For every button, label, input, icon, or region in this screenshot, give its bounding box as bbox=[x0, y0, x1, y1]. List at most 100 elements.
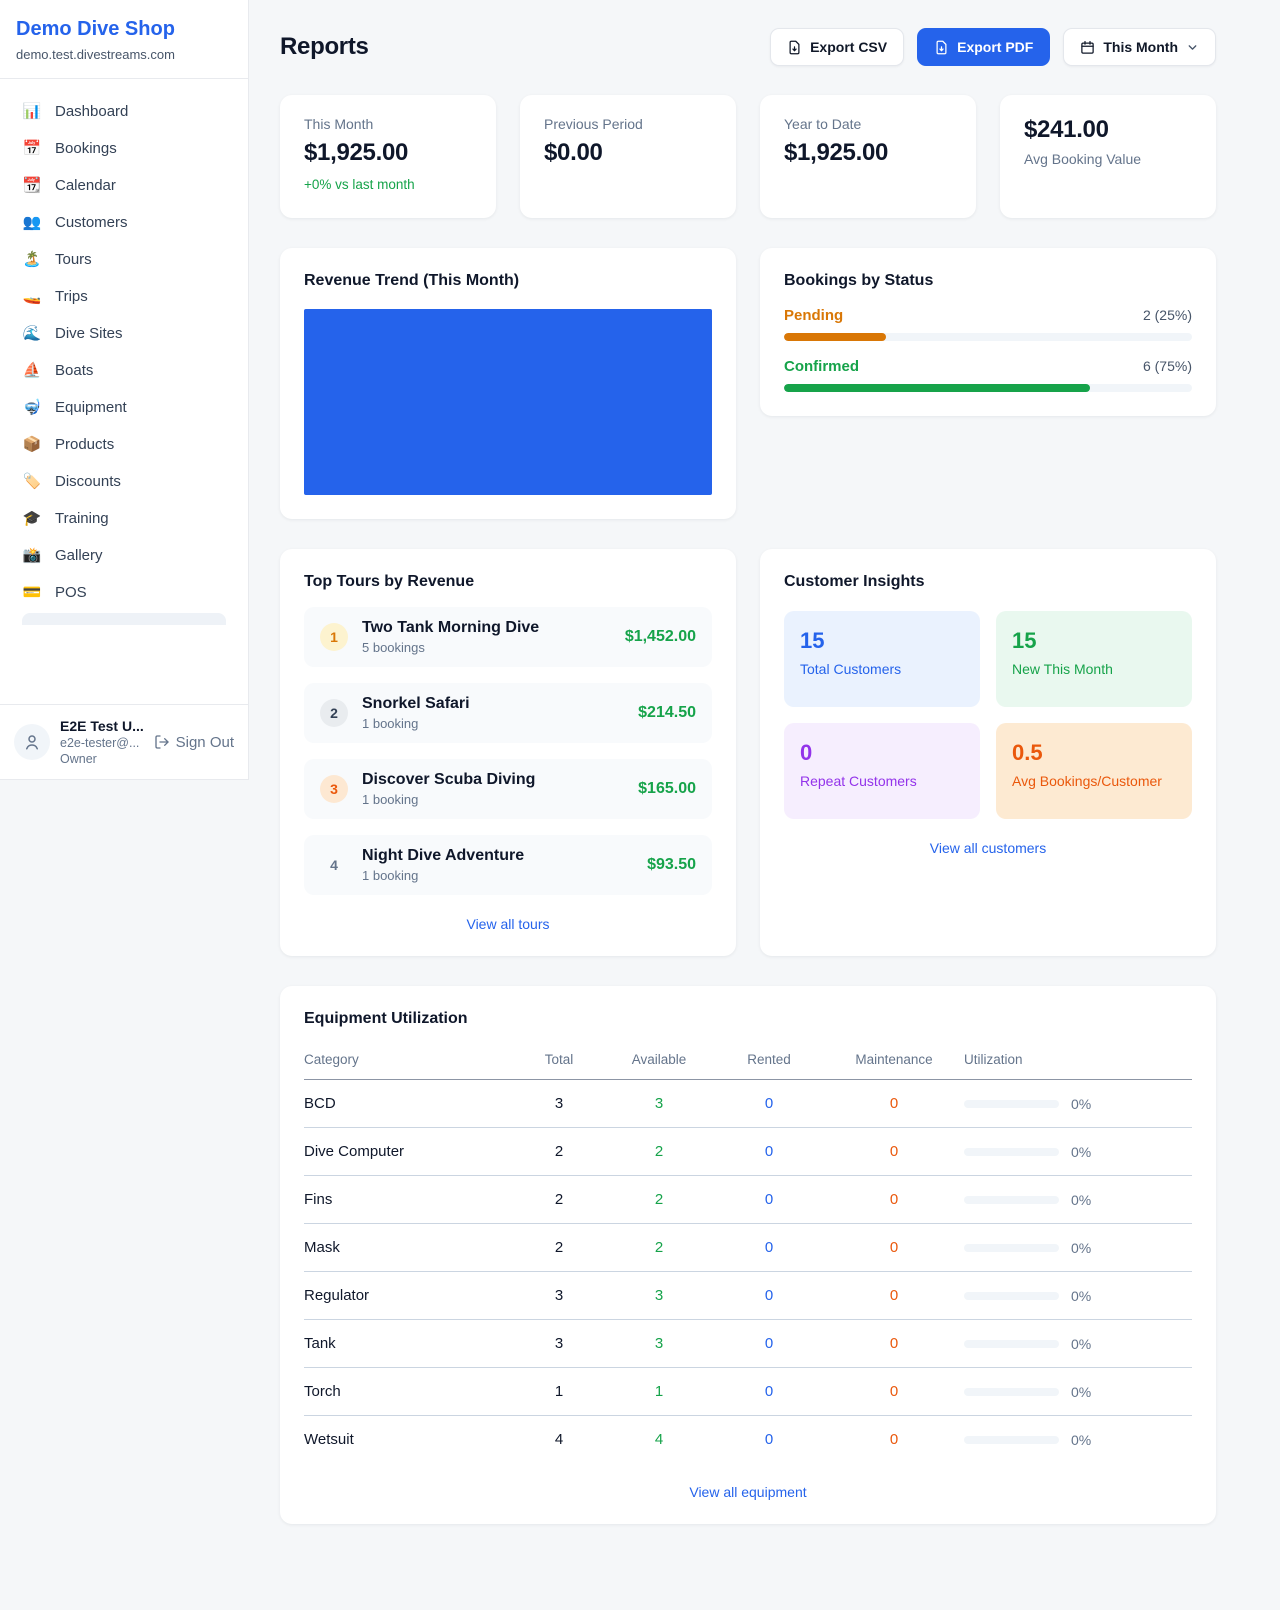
user-role: Owner bbox=[60, 752, 97, 766]
equipment-row: Wetsuit 4 4 0 0 0% bbox=[304, 1416, 1192, 1464]
tour-list-item: 3 Discover Scuba Diving 1 booking $165.00 bbox=[304, 759, 712, 819]
view-all-tours-link[interactable]: View all tours bbox=[466, 916, 550, 932]
stat-label: This Month bbox=[304, 116, 374, 132]
status-label: Pending bbox=[784, 307, 844, 324]
stat-card-this-month: This Month $1,925.00 +0% vs last month bbox=[280, 95, 496, 218]
category-cell: Torch bbox=[304, 1367, 514, 1416]
column-header-available: Available bbox=[604, 1042, 714, 1080]
sidebar-item-tours[interactable]: 🏝️ Tours bbox=[12, 241, 236, 278]
utilization-bar bbox=[964, 1387, 1059, 1396]
sidebar-header: Demo Dive Shop demo.test.divestreams.com bbox=[0, 0, 248, 79]
total-cell: 2 bbox=[514, 1223, 604, 1272]
dashboard-icon: 📊 bbox=[22, 103, 42, 120]
sidebar-item-trips[interactable]: 🚤 Trips bbox=[12, 278, 236, 315]
wave-icon: 🌊 bbox=[22, 325, 42, 342]
sign-out-button[interactable]: Sign Out bbox=[154, 734, 234, 751]
total-cell: 4 bbox=[554, 1431, 564, 1448]
view-all-equipment-link[interactable]: View all equipment bbox=[689, 1484, 807, 1500]
row-tours-insights: Top Tours by Revenue 1 Two Tank Morning … bbox=[280, 549, 1216, 956]
stat-value: $1,925.00 bbox=[304, 139, 409, 166]
utilization-percent: 0% bbox=[1071, 1383, 1092, 1400]
tour-list-item: 2 Snorkel Safari 1 booking $214.50 bbox=[304, 683, 712, 743]
period-select[interactable]: This Month bbox=[1063, 28, 1216, 66]
maintenance-cell: 0 bbox=[824, 1367, 964, 1416]
sidebar-user-panel: E2E Test U... e2e-tester@... Owner Sign … bbox=[0, 704, 248, 779]
stat-label: Avg Booking Value bbox=[1024, 151, 1142, 167]
sidebar-item-products[interactable]: 📦 Products bbox=[12, 426, 236, 463]
stat-value: $241.00 bbox=[1024, 116, 1109, 143]
tour-bookings: 1 booking bbox=[362, 716, 419, 731]
status-bar-track bbox=[784, 384, 1192, 392]
total-cell: 2 bbox=[514, 1127, 604, 1176]
rented-cell: 0 bbox=[714, 1223, 824, 1272]
status-row-pending: Pending 2 (25%) bbox=[784, 307, 1192, 341]
insight-value: 0.5 bbox=[1012, 740, 1043, 765]
stat-card-year-to-date: Year to Date $1,925.00 bbox=[760, 95, 976, 218]
sidebar: Demo Dive Shop demo.test.divestreams.com… bbox=[0, 0, 249, 780]
sidebar-item-pos[interactable]: 💳 POS bbox=[12, 574, 236, 611]
insight-value: 0 bbox=[800, 740, 813, 765]
sign-out-label: Sign Out bbox=[175, 733, 234, 751]
header-actions: Export CSV Export PDF This Month bbox=[770, 28, 1216, 66]
sidebar-item-label: Tours bbox=[55, 251, 92, 268]
sidebar-item-calendar[interactable]: 📆 Calendar bbox=[12, 167, 236, 204]
sidebar-item-dive-sites[interactable]: 🌊 Dive Sites bbox=[12, 315, 236, 352]
export-pdf-button[interactable]: Export PDF bbox=[917, 28, 1051, 66]
sidebar-item-partial-highlight bbox=[22, 613, 226, 625]
category-cell: Mask bbox=[304, 1223, 514, 1272]
utilization-bar bbox=[964, 1243, 1059, 1252]
customers-icon: 👥 bbox=[22, 214, 42, 231]
sidebar-item-label: Bookings bbox=[55, 140, 117, 157]
rented-cell: 0 bbox=[714, 1367, 824, 1416]
sidebar-item-equipment[interactable]: 🤿 Equipment bbox=[12, 389, 236, 426]
sidebar-item-training[interactable]: 🎓 Training bbox=[12, 500, 236, 537]
stat-label: Year to Date bbox=[784, 116, 862, 132]
total-cell: 3 bbox=[514, 1271, 604, 1320]
stat-value: $0.00 bbox=[544, 139, 603, 166]
export-csv-button[interactable]: Export CSV bbox=[770, 28, 905, 66]
equipment-row: BCD 3 3 0 0 0% bbox=[304, 1079, 1192, 1128]
equipment-row: Tank 3 3 0 0 0% bbox=[304, 1319, 1192, 1368]
shop-domain: demo.test.divestreams.com bbox=[16, 47, 175, 62]
available-cell: 1 bbox=[604, 1367, 714, 1416]
chevron-down-icon bbox=[1188, 44, 1197, 50]
sailboat-icon: ⛵ bbox=[22, 362, 42, 379]
user-icon bbox=[26, 735, 38, 750]
rank-badge: 4 bbox=[330, 857, 338, 873]
calendar-icon bbox=[1081, 40, 1095, 54]
status-bar-track bbox=[784, 333, 1192, 341]
equipment-utilization-card: Equipment Utilization Category Total Ava… bbox=[280, 986, 1216, 1524]
rank-badge: 1 bbox=[320, 623, 348, 651]
file-download-icon bbox=[936, 40, 947, 54]
status-count: 2 (25%) bbox=[1142, 307, 1192, 323]
sidebar-item-label: Gallery bbox=[55, 547, 103, 564]
view-all-customers-link[interactable]: View all customers bbox=[929, 840, 1047, 856]
sidebar-item-gallery[interactable]: 📸 Gallery bbox=[12, 537, 236, 574]
equipment-row: Dive Computer 2 2 0 0 0% bbox=[304, 1127, 1192, 1176]
page-title: Reports bbox=[280, 33, 369, 60]
insight-label: New This Month bbox=[1012, 661, 1113, 677]
tour-bookings: 5 bookings bbox=[362, 640, 425, 655]
stat-card-previous-period: Previous Period $0.00 bbox=[520, 95, 736, 218]
rank-badge: 2 bbox=[320, 699, 348, 727]
maintenance-cell: 0 bbox=[824, 1271, 964, 1320]
column-header-utilization: Utilization bbox=[964, 1042, 1192, 1080]
available-cell: 3 bbox=[604, 1271, 714, 1320]
insight-total-customers: 15 Total Customers bbox=[784, 611, 980, 707]
sidebar-item-dashboard[interactable]: 📊 Dashboard bbox=[12, 93, 236, 130]
revenue-trend-bar bbox=[304, 309, 712, 495]
sidebar-item-customers[interactable]: 👥 Customers bbox=[12, 204, 236, 241]
insight-value: 15 bbox=[800, 628, 825, 653]
sidebar-item-label: Calendar bbox=[55, 177, 116, 194]
tour-list-item: 1 Two Tank Morning Dive 5 bookings $1,452… bbox=[304, 607, 712, 667]
sidebar-item-discounts[interactable]: 🏷️ Discounts bbox=[12, 463, 236, 500]
customer-insights-card: Customer Insights 15 Total Customers 15 … bbox=[760, 549, 1216, 956]
sidebar-item-label: Boats bbox=[55, 362, 94, 379]
export-pdf-label: Export PDF bbox=[957, 39, 1034, 55]
insight-new-this-month: 15 New This Month bbox=[996, 611, 1192, 707]
user-name: E2E Test U... bbox=[60, 718, 144, 734]
sidebar-item-label: Dashboard bbox=[55, 103, 129, 120]
sidebar-item-boats[interactable]: ⛵ Boats bbox=[12, 352, 236, 389]
sidebar-item-bookings[interactable]: 📅 Bookings bbox=[12, 130, 236, 167]
bookings-by-status-title: Bookings by Status bbox=[784, 272, 934, 289]
